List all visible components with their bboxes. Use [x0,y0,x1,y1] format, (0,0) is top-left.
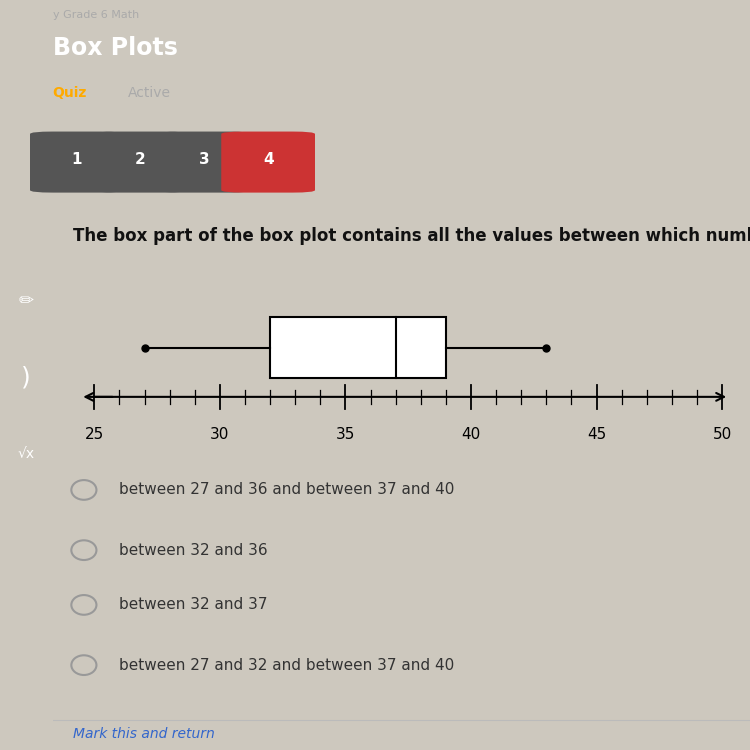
Text: Mark this and return: Mark this and return [74,727,215,740]
Text: 4: 4 [262,152,274,167]
Text: Quiz: Quiz [53,86,87,100]
Text: 40: 40 [461,427,481,442]
FancyBboxPatch shape [158,131,251,193]
Text: 25: 25 [85,427,104,442]
Text: y Grade 6 Math: y Grade 6 Math [53,10,139,20]
Text: Box Plots: Box Plots [53,36,177,60]
Text: 30: 30 [210,427,230,442]
Text: between 27 and 32 and between 37 and 40: between 27 and 32 and between 37 and 40 [118,658,454,673]
Text: 2: 2 [135,152,146,167]
FancyBboxPatch shape [94,131,188,193]
Text: between 27 and 36 and between 37 and 40: between 27 and 36 and between 37 and 40 [118,482,454,497]
Text: 1: 1 [72,152,82,167]
Text: 45: 45 [587,427,606,442]
Text: 3: 3 [199,152,210,167]
FancyBboxPatch shape [221,131,315,193]
Text: ): ) [22,366,32,390]
Text: 35: 35 [336,427,356,442]
Text: Active: Active [128,86,170,100]
Bar [270,317,446,378]
Text: 50: 50 [712,427,732,442]
Text: between 32 and 37: between 32 and 37 [118,598,267,613]
Text: The box part of the box plot contains all the values between which numbers?: The box part of the box plot contains al… [74,227,750,245]
Text: √x: √x [18,447,34,461]
Text: between 32 and 36: between 32 and 36 [118,543,268,558]
Text: ✏: ✏ [19,292,34,310]
FancyBboxPatch shape [30,131,124,193]
